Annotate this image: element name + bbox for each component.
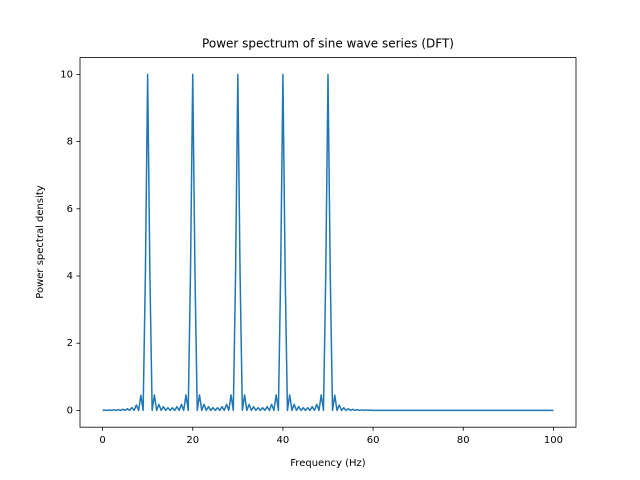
x-tick-label: 60 [367, 435, 380, 446]
x-axis-label: Frequency (Hz) [290, 458, 366, 469]
x-tick-label: 100 [544, 435, 563, 446]
x-tick-label: 80 [457, 435, 470, 446]
y-tick-label: 0 [67, 405, 73, 416]
y-tick-label: 6 [67, 204, 73, 215]
y-tick-label: 2 [67, 338, 73, 349]
y-tick-label: 4 [67, 271, 73, 282]
y-tick-label: 10 [60, 69, 73, 80]
x-tick-label: 0 [99, 435, 105, 446]
x-tick-label: 20 [186, 435, 199, 446]
plot-frame [79, 57, 577, 428]
x-tick-label: 40 [277, 435, 290, 446]
y-tick-label: 8 [67, 137, 73, 148]
y-axis-label: Power spectral density [35, 185, 46, 298]
line-series [102, 73, 554, 412]
chart-title: Power spectrum of sine wave series (DFT) [202, 37, 454, 51]
